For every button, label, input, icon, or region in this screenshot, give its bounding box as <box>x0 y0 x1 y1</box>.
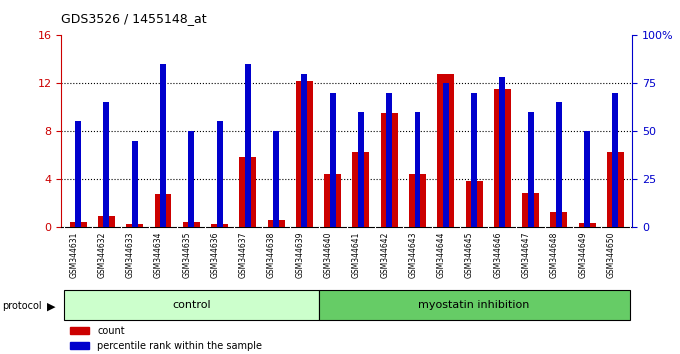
Text: GSM344646: GSM344646 <box>493 232 503 278</box>
Bar <box>126 224 143 227</box>
Bar <box>211 224 228 227</box>
Text: GSM344645: GSM344645 <box>465 232 474 278</box>
Bar <box>556 102 562 227</box>
Bar <box>245 64 251 227</box>
Text: GSM344639: GSM344639 <box>295 232 305 278</box>
Text: GSM344649: GSM344649 <box>578 232 587 278</box>
Text: GSM344647: GSM344647 <box>522 232 530 278</box>
Legend: count, percentile rank within the sample: count, percentile rank within the sample <box>66 322 266 354</box>
Bar <box>98 216 115 227</box>
Text: GSM344641: GSM344641 <box>352 232 361 278</box>
Text: myostatin inhibition: myostatin inhibition <box>418 300 530 310</box>
Bar <box>160 64 166 227</box>
Bar <box>471 93 477 227</box>
Bar <box>324 174 341 227</box>
Text: GSM344633: GSM344633 <box>126 232 135 278</box>
Bar <box>296 81 313 227</box>
Text: GSM344644: GSM344644 <box>437 232 446 278</box>
Text: GSM344632: GSM344632 <box>97 232 107 278</box>
Text: GSM344637: GSM344637 <box>239 232 248 278</box>
Text: control: control <box>172 300 211 310</box>
Bar <box>301 74 307 227</box>
Bar <box>409 174 426 227</box>
Text: GSM344642: GSM344642 <box>380 232 389 278</box>
Bar <box>522 193 539 227</box>
Bar <box>217 121 222 227</box>
Bar <box>318 290 630 320</box>
Bar <box>358 112 364 227</box>
Text: GSM344631: GSM344631 <box>69 232 78 278</box>
Text: GSM344643: GSM344643 <box>409 232 418 278</box>
Bar <box>132 141 137 227</box>
Bar <box>381 113 398 227</box>
Bar <box>103 102 109 227</box>
Bar <box>613 93 618 227</box>
Bar <box>273 131 279 227</box>
Bar <box>437 74 454 227</box>
Bar <box>154 194 171 227</box>
Bar <box>352 153 369 227</box>
Bar <box>330 93 336 227</box>
Bar <box>550 212 567 227</box>
Text: GSM344636: GSM344636 <box>211 232 220 278</box>
Bar <box>584 131 590 227</box>
Bar <box>64 290 318 320</box>
Bar <box>386 93 392 227</box>
Bar <box>75 121 81 227</box>
Bar <box>499 78 505 227</box>
Bar <box>443 83 449 227</box>
Bar <box>239 157 256 227</box>
Text: GDS3526 / 1455148_at: GDS3526 / 1455148_at <box>61 12 207 25</box>
Bar <box>494 89 511 227</box>
Bar <box>188 131 194 227</box>
Text: GSM344648: GSM344648 <box>550 232 559 278</box>
Bar <box>528 112 534 227</box>
Text: ▶: ▶ <box>47 301 55 311</box>
Text: GSM344640: GSM344640 <box>324 232 333 278</box>
Text: GSM344635: GSM344635 <box>182 232 191 278</box>
Bar <box>183 222 200 227</box>
Bar <box>607 153 624 227</box>
Text: protocol: protocol <box>2 301 41 311</box>
Bar <box>69 222 86 227</box>
Bar <box>579 223 596 227</box>
Bar <box>415 112 420 227</box>
Text: GSM344638: GSM344638 <box>267 232 276 278</box>
Text: GSM344634: GSM344634 <box>154 232 163 278</box>
Bar <box>268 220 285 227</box>
Text: GSM344650: GSM344650 <box>607 232 615 278</box>
Bar <box>466 181 483 227</box>
